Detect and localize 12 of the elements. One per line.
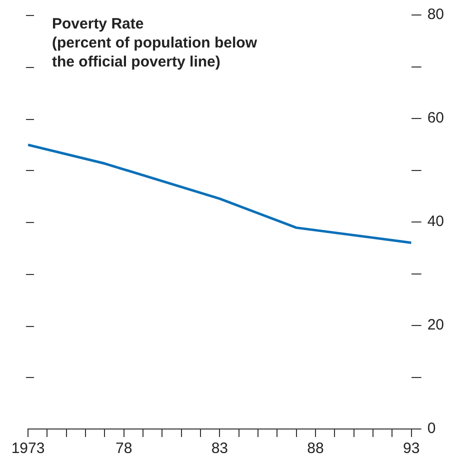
y-tick-label: 80 bbox=[427, 6, 444, 24]
chart-title: Poverty Rate bbox=[52, 16, 144, 33]
x-tick-label: 83 bbox=[211, 440, 228, 458]
text: (percent of population below the official poverty line) bbox=[52, 34, 258, 71]
y-tick-label: 20 bbox=[427, 316, 444, 334]
x-tick-label: 93 bbox=[402, 440, 420, 458]
y-tick-label: 60 bbox=[427, 110, 444, 127]
x-tick-label: 78 bbox=[115, 440, 132, 458]
x-tick-label: 88 bbox=[307, 440, 324, 458]
y-tick-label: 40 bbox=[427, 213, 444, 230]
y-tick-label: 0 bbox=[427, 420, 436, 438]
x-tick-label: 1973 bbox=[11, 440, 45, 458]
